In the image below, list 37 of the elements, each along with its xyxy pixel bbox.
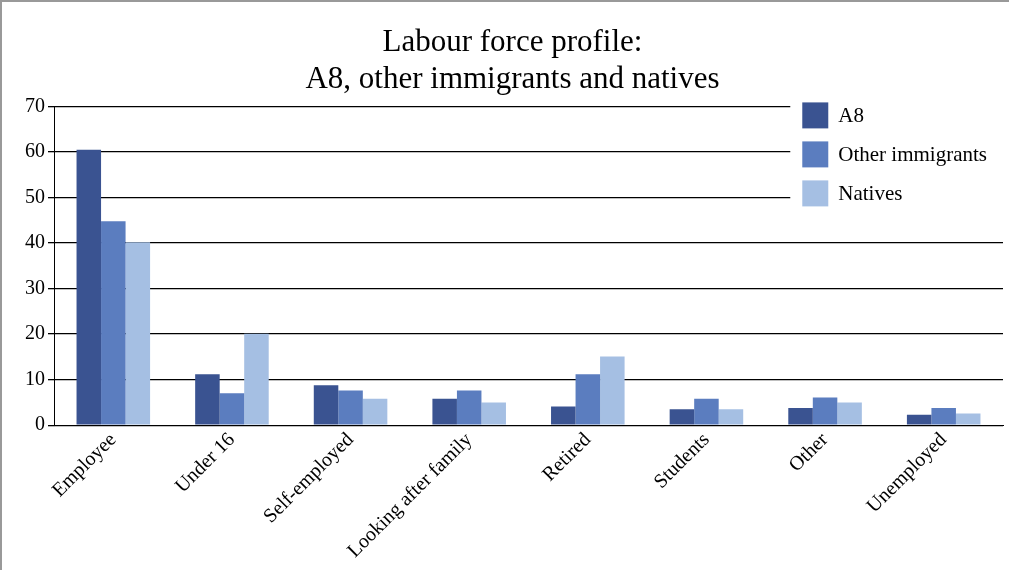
legend-label: A8 — [838, 102, 864, 127]
bar — [362, 398, 388, 425]
y-tick-label: 10 — [25, 366, 45, 389]
bar — [788, 407, 813, 425]
bar — [338, 390, 363, 425]
bar — [669, 409, 695, 425]
bar — [125, 242, 151, 425]
bar — [600, 356, 625, 425]
y-tick-label: 60 — [25, 139, 45, 162]
bar — [955, 413, 981, 425]
bar — [694, 398, 719, 425]
bar — [906, 414, 932, 425]
bar — [219, 393, 245, 425]
y-tick-label: 30 — [25, 275, 45, 298]
bar — [812, 397, 838, 425]
bar — [313, 385, 339, 425]
text: Labour force profile: — [382, 22, 643, 58]
y-tick-label: 20 — [25, 321, 45, 344]
bar — [575, 374, 601, 425]
bar — [76, 149, 102, 425]
y-tick-label: 70 — [25, 93, 45, 116]
bar — [432, 398, 457, 425]
legend-label: Other immigrants — [838, 141, 988, 166]
bar — [481, 402, 506, 425]
text: A8, other immigrants and natives — [305, 59, 720, 95]
y-tick-label: 50 — [25, 184, 45, 207]
bar — [244, 333, 269, 425]
bar — [551, 406, 576, 425]
bar — [456, 390, 482, 425]
y-tick-label: 0 — [35, 412, 45, 435]
bar — [931, 407, 956, 425]
y-tick-label: 40 — [25, 230, 45, 253]
bar — [101, 221, 126, 425]
bar — [718, 409, 744, 425]
bar — [195, 374, 220, 425]
bar — [837, 402, 862, 425]
legend-label: Natives — [838, 180, 903, 205]
